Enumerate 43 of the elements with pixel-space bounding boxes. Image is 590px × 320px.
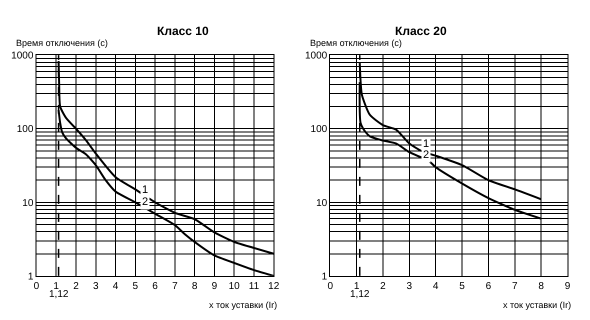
x-tick-label: 8	[192, 280, 198, 292]
x-tick-label: 9	[212, 280, 218, 292]
x-tick-label: 4	[112, 280, 119, 292]
x-tick-label: 5	[132, 280, 139, 292]
series-label: 2	[423, 149, 430, 161]
y-tick-label: 100	[16, 124, 34, 136]
chart-title: Класс 10	[157, 24, 209, 38]
x-tick-label: 3	[92, 280, 99, 292]
series-label: 2	[142, 196, 148, 208]
x-tick-label: 8	[538, 280, 544, 292]
x-tick-label: 1	[354, 280, 360, 292]
y-tick-label: 10	[316, 198, 328, 209]
y-tick-label: 100	[310, 124, 328, 136]
ref-line-label: 1,12	[49, 289, 69, 300]
x-tick-label: 2	[73, 280, 80, 292]
y-tick-label: 1	[28, 271, 34, 282]
x-tick-label: 12	[268, 280, 280, 292]
x-tick-label: 7	[512, 280, 518, 292]
x-tick-label: 5	[459, 280, 466, 292]
x-tick-label: 1	[53, 280, 60, 292]
x-tick-label: 6	[152, 280, 158, 292]
x-tick-label: 4	[432, 280, 439, 292]
chart-title: Класс 20	[395, 24, 447, 38]
y-axis-title: Время отключения (с)	[16, 38, 108, 48]
series-label: 1	[142, 184, 148, 196]
x-tick-label: 7	[172, 280, 178, 292]
x-tick-label: 3	[406, 280, 413, 292]
series-label: 1	[423, 138, 430, 150]
x-tick-label: 11	[248, 280, 260, 292]
x-tick-label: 0	[327, 280, 334, 292]
x-tick-label: 2	[380, 280, 386, 292]
y-tick-label: 1	[322, 271, 328, 282]
x-tick-label: 6	[486, 280, 492, 292]
y-axis-title: Время отключения (с)	[310, 38, 402, 48]
x-axis-title: x ток уставки (Ir)	[503, 300, 572, 310]
x-tick-label: 0	[34, 280, 40, 292]
y-tick-label: 10	[22, 198, 34, 209]
ref-line-label: 1,12	[350, 289, 370, 300]
y-tick-label: 1000	[304, 50, 328, 62]
x-tick-label: 9	[564, 280, 571, 292]
x-axis-title: x ток уставки (Ir)	[209, 300, 278, 310]
x-tick-label: 10	[228, 280, 240, 292]
y-tick-label: 1000	[11, 50, 34, 62]
